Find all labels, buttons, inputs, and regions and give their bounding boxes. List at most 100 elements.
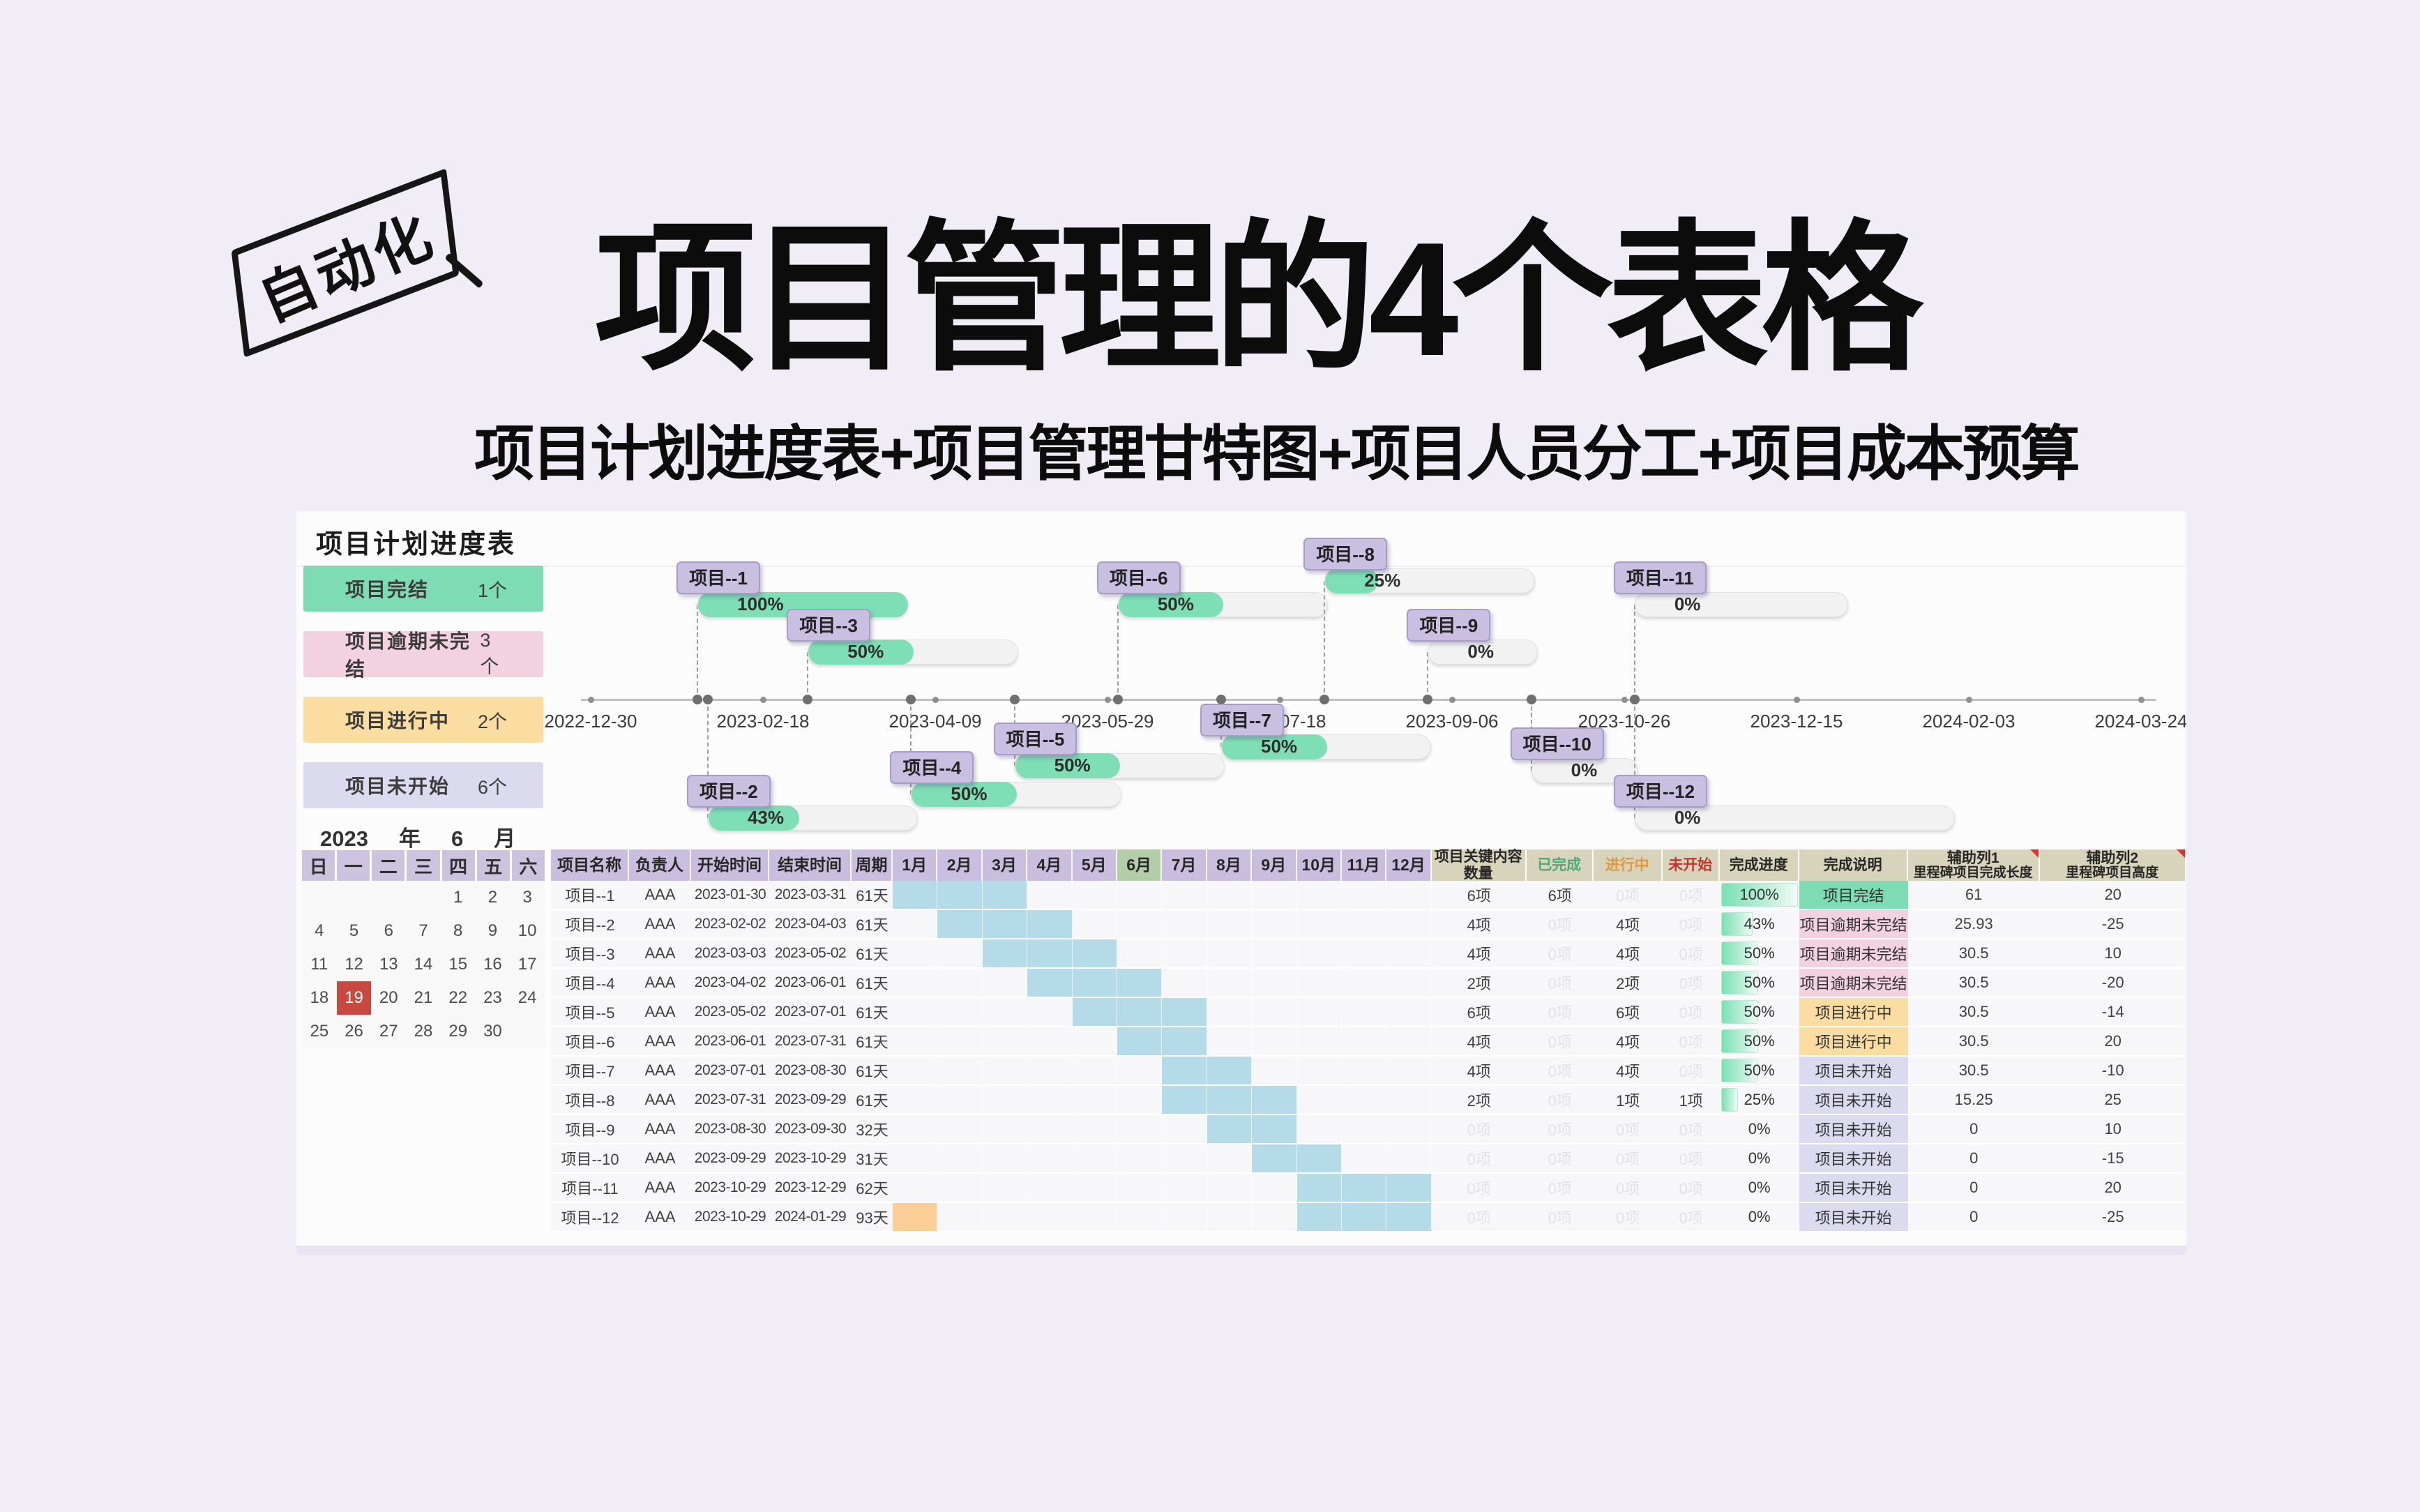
cell-start-date[interactable]: 2023-07-01 (691, 1057, 769, 1086)
cell-start-date[interactable]: 2023-06-01 (691, 1027, 769, 1057)
cell-month-10[interactable] (1296, 1057, 1342, 1086)
cell-aux1[interactable]: 0 (1907, 1174, 2040, 1203)
cell-month-2[interactable] (937, 998, 983, 1027)
cell-month-11[interactable] (1341, 939, 1387, 969)
cell-month-3[interactable] (982, 1144, 1028, 1174)
cell-month-6[interactable] (1117, 1086, 1163, 1115)
gantt-bar[interactable]: 0% (1634, 806, 1956, 831)
cell-end-date[interactable]: 2023-08-30 (769, 1057, 852, 1086)
cell-owner[interactable]: AAA (629, 1174, 691, 1203)
cell-project-name[interactable]: 项目--9 (551, 1115, 629, 1144)
gantt-bar-label[interactable]: 项目--2 (686, 775, 771, 808)
table-header-项目关键内容数量[interactable]: 项目关键内容数量 (1431, 849, 1527, 882)
cell-month-8[interactable] (1207, 1203, 1253, 1232)
cell-month-8[interactable] (1207, 910, 1253, 939)
cell-key-content-count[interactable]: 0项 (1431, 1144, 1527, 1174)
cell-todo-count[interactable]: 0项 (1662, 1027, 1720, 1057)
cell-doing-count[interactable]: 6项 (1593, 998, 1663, 1027)
gantt-bar[interactable]: 50% (1221, 734, 1432, 759)
cell-period[interactable]: 93天 (852, 1203, 893, 1232)
cell-start-date[interactable]: 2023-01-30 (691, 881, 769, 910)
cell-month-4[interactable] (1027, 881, 1073, 910)
cell-month-2[interactable] (937, 1144, 983, 1174)
cell-month-2[interactable] (937, 969, 983, 998)
cell-aux2[interactable]: 20 (2039, 881, 2186, 910)
cell-month-1[interactable] (893, 998, 938, 1027)
cell-month-7[interactable] (1162, 1115, 1207, 1144)
cell-owner[interactable]: AAA (629, 969, 691, 998)
table-header-month[interactable]: 10月 (1296, 849, 1342, 881)
cell-month-4[interactable] (1027, 998, 1073, 1027)
calendar-day[interactable]: 28 (414, 1022, 433, 1041)
cell-progress[interactable]: 100% (1719, 881, 1799, 910)
cell-month-5[interactable] (1072, 1144, 1117, 1174)
cell-aux1[interactable]: 61 (1907, 881, 2040, 910)
cell-owner[interactable]: AAA (629, 1057, 691, 1086)
cell-done-count[interactable]: 0项 (1526, 1144, 1594, 1174)
cell-period[interactable]: 61天 (852, 939, 893, 969)
cell-key-content-count[interactable]: 4项 (1431, 939, 1527, 969)
calendar-day[interactable]: 15 (448, 955, 468, 974)
cell-todo-count[interactable]: 0项 (1662, 1174, 1720, 1203)
cell-period[interactable]: 61天 (852, 881, 893, 910)
cell-status[interactable]: 项目完结 (1799, 881, 1908, 910)
cell-month-8[interactable] (1207, 1027, 1253, 1057)
table-header-周期[interactable]: 周期 (852, 849, 893, 881)
cell-month-11[interactable] (1341, 1203, 1387, 1232)
table-header-进行中[interactable]: 进行中 (1593, 849, 1663, 881)
cell-todo-count[interactable]: 0项 (1662, 998, 1720, 1027)
cell-done-count[interactable]: 0项 (1526, 1115, 1594, 1144)
cell-month-5[interactable] (1072, 1115, 1117, 1144)
cell-project-name[interactable]: 项目--10 (551, 1144, 629, 1174)
cell-end-date[interactable]: 2023-05-02 (769, 939, 852, 969)
calendar-day[interactable]: 3 (522, 888, 532, 907)
cell-doing-count[interactable]: 4项 (1593, 1027, 1663, 1057)
cell-month-5[interactable] (1072, 969, 1117, 998)
cell-done-count[interactable]: 0项 (1526, 1027, 1594, 1057)
cell-month-8[interactable] (1207, 881, 1253, 910)
calendar-day[interactable]: 4 (315, 921, 324, 940)
cell-period[interactable]: 61天 (852, 1027, 893, 1057)
calendar-day[interactable]: 9 (487, 921, 498, 940)
cell-month-1[interactable] (893, 939, 938, 969)
cell-month-8[interactable] (1207, 969, 1253, 998)
cell-aux2[interactable]: 10 (2039, 1115, 2186, 1144)
cell-month-11[interactable] (1341, 998, 1387, 1027)
cell-aux1[interactable]: 25.93 (1907, 910, 2040, 939)
table-header-未开始[interactable]: 未开始 (1662, 849, 1720, 881)
cell-month-7[interactable] (1162, 1174, 1207, 1203)
cell-month-5[interactable] (1072, 881, 1117, 910)
cell-month-10[interactable] (1296, 1203, 1342, 1232)
cell-owner[interactable]: AAA (629, 1115, 691, 1144)
cell-month-3[interactable] (982, 998, 1028, 1027)
cell-month-4[interactable] (1027, 1086, 1073, 1115)
cell-month-9[interactable] (1252, 998, 1297, 1027)
gantt-bar[interactable]: 0% (1634, 592, 1849, 617)
cell-month-9[interactable] (1252, 1203, 1297, 1232)
cell-key-content-count[interactable]: 4项 (1431, 1027, 1527, 1057)
cell-owner[interactable]: AAA (629, 1203, 691, 1232)
cell-month-6[interactable] (1117, 939, 1163, 969)
cell-month-4[interactable] (1027, 910, 1073, 939)
gantt-bar-label[interactable]: 项目--11 (1613, 561, 1707, 594)
month-value[interactable]: 6 (451, 826, 464, 851)
cell-end-date[interactable]: 2023-07-31 (769, 1027, 852, 1057)
cell-month-3[interactable] (982, 910, 1028, 939)
gantt-bar[interactable]: 50% (911, 782, 1121, 807)
cell-month-3[interactable] (982, 1057, 1028, 1086)
cell-month-3[interactable] (982, 1203, 1028, 1232)
cell-start-date[interactable]: 2023-09-29 (691, 1144, 769, 1174)
cell-status[interactable]: 项目进行中 (1799, 1027, 1908, 1057)
status-box-2[interactable]: 项目逾期未完结 3个 (303, 630, 543, 680)
cell-start-date[interactable]: 2023-10-29 (691, 1203, 769, 1232)
cell-month-12[interactable] (1386, 939, 1432, 969)
cell-progress[interactable]: 25% (1719, 1086, 1799, 1115)
cell-aux1[interactable]: 30.5 (1907, 939, 2040, 969)
cell-end-date[interactable]: 2023-03-31 (769, 881, 852, 910)
calendar-day[interactable]: 26 (345, 1022, 363, 1041)
cell-done-count[interactable]: 0项 (1526, 1057, 1594, 1086)
cell-month-1[interactable] (893, 1057, 938, 1086)
cell-month-6[interactable] (1117, 1027, 1163, 1057)
cell-doing-count[interactable]: 0项 (1593, 1115, 1663, 1144)
cell-month-11[interactable] (1341, 1027, 1387, 1057)
